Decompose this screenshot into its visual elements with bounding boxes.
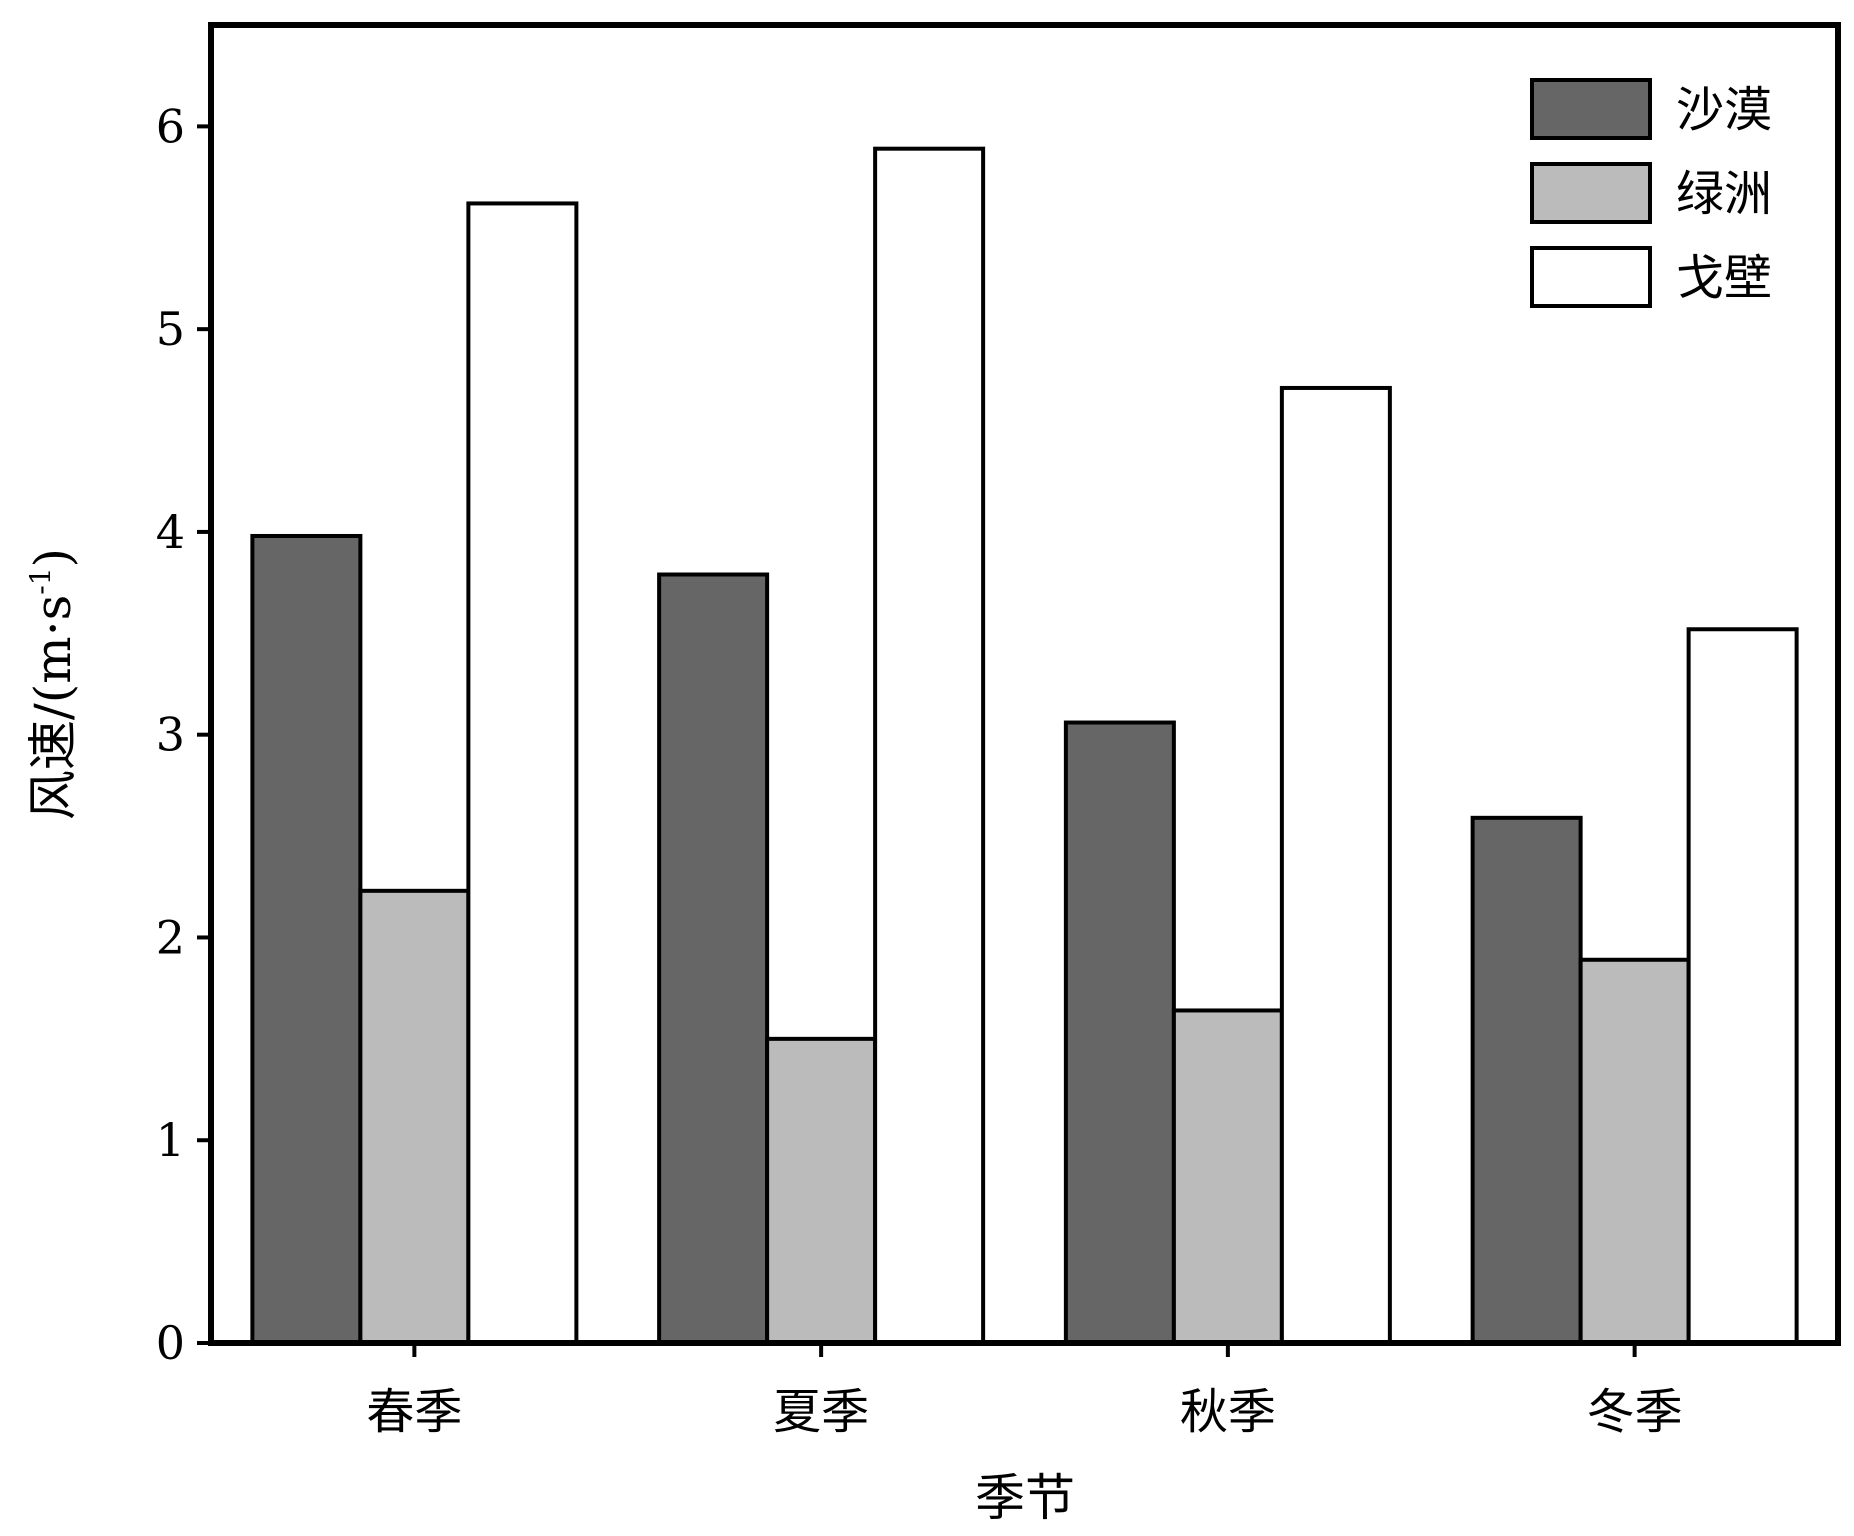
y-tick-label-2: 2 [156,910,185,964]
y-tick-label-0: 0 [156,1316,185,1370]
bar-2-3 [1171,1008,1284,1345]
y-axis: 0 1 2 3 4 5 6 [156,99,211,1370]
bar-1-2 [657,572,770,1345]
legend-swatch-1 [1530,78,1652,140]
x-tick-label-3: 秋季 [1180,1384,1276,1440]
bar-2-4 [1578,957,1691,1346]
x-tick-label-4: 冬季 [1587,1384,1683,1440]
bar-3-3 [1279,385,1392,1345]
legend-label-3: 戈壁 [1676,250,1772,306]
y-tick-label-6: 6 [156,99,185,153]
y-tick-label-5: 5 [156,302,185,356]
bar-1-1 [250,533,363,1345]
bar-1-4 [1470,815,1583,1345]
bar-2-2 [765,1036,878,1346]
y-axis-title-close: ) [24,548,82,568]
bar-1-3 [1063,720,1176,1345]
x-axis-title: 季节 [975,1469,1075,1527]
y-tick-label-3: 3 [156,708,185,762]
bar-3-4 [1686,627,1799,1345]
bar-3-2 [873,146,986,1346]
y-tick-label-1: 1 [156,1113,185,1167]
legend-label-1: 沙漠 [1676,82,1772,138]
legend-swatch-3 [1530,246,1652,308]
legend-swatch-2 [1530,162,1652,224]
bar-3-1 [466,201,579,1346]
bars-layer [250,146,1799,1346]
y-axis-title-main: 风速/(m·s [24,595,82,820]
y-axis-title-sup: -1 [24,567,57,594]
legend-label-2: 绿洲 [1676,166,1772,222]
y-axis-title: 风速/(m·s-1) [24,548,82,820]
x-tick-label-1: 春季 [366,1384,462,1440]
x-tick-label-2: 夏季 [773,1384,869,1440]
plot-frame [208,22,1841,1346]
bar-2-1 [358,888,471,1345]
x-axis: 春季 夏季 秋季 冬季 [366,1343,1683,1440]
y-tick-label-4: 4 [156,505,185,559]
